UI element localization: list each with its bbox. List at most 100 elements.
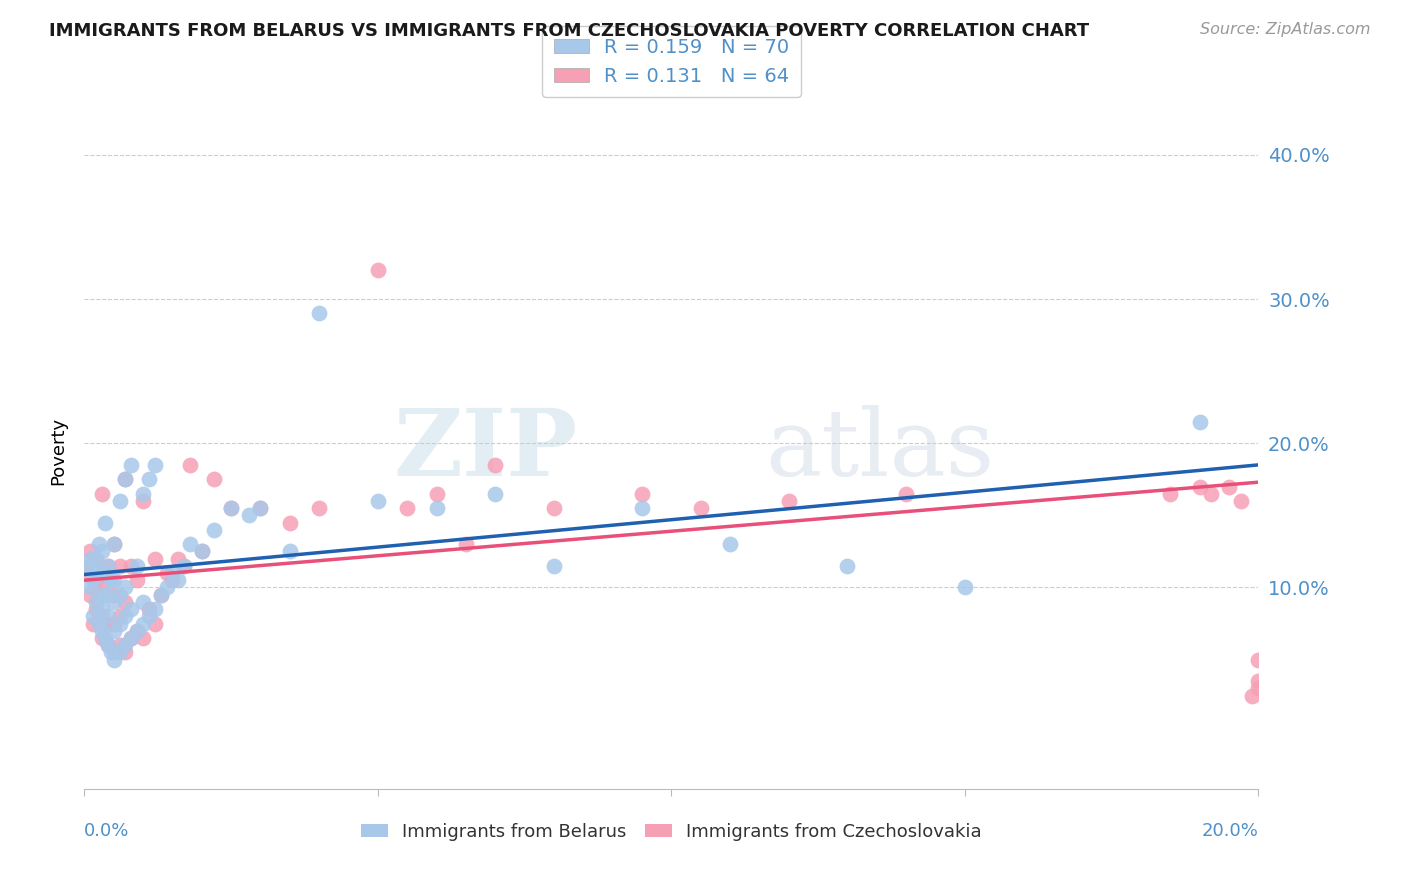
Legend: Immigrants from Belarus, Immigrants from Czechoslovakia: Immigrants from Belarus, Immigrants from… — [353, 816, 990, 848]
Point — [84, 566, 107, 580]
Point — [103, 574, 125, 588]
Point — [97, 558, 120, 573]
Point — [367, 263, 389, 277]
Point — [97, 638, 120, 652]
Point — [132, 595, 155, 609]
Point — [543, 558, 565, 573]
Point — [167, 551, 190, 566]
Point — [94, 631, 117, 645]
Point — [1229, 494, 1251, 508]
Point — [91, 566, 114, 580]
Point — [219, 501, 242, 516]
Point — [114, 638, 136, 652]
Point — [162, 566, 184, 580]
Point — [155, 581, 177, 595]
Point — [120, 631, 142, 645]
Point — [103, 595, 125, 609]
Point — [114, 645, 136, 659]
Point — [120, 631, 142, 645]
Text: ZIP: ZIP — [394, 406, 578, 495]
Point — [278, 516, 301, 530]
Y-axis label: Poverty: Poverty — [49, 417, 67, 484]
Point — [84, 551, 107, 566]
Point — [143, 458, 166, 472]
Point — [778, 494, 800, 508]
Point — [97, 558, 120, 573]
Point — [173, 558, 195, 573]
Point — [94, 516, 117, 530]
Point — [84, 602, 107, 616]
Point — [718, 537, 741, 551]
Point — [100, 574, 122, 588]
Point — [1218, 479, 1240, 493]
Point — [249, 501, 271, 516]
Point — [91, 588, 114, 602]
Point — [308, 501, 330, 516]
Point — [103, 624, 125, 638]
Point — [1188, 479, 1211, 493]
Point — [179, 537, 201, 551]
Point — [103, 537, 125, 551]
Point — [108, 558, 131, 573]
Point — [127, 558, 149, 573]
Point — [484, 458, 506, 472]
Point — [132, 616, 155, 631]
Point — [1159, 487, 1181, 501]
Point — [426, 501, 449, 516]
Point — [76, 558, 98, 573]
Point — [91, 609, 114, 624]
Point — [238, 508, 260, 523]
Point — [1247, 681, 1270, 696]
Point — [396, 501, 419, 516]
Point — [191, 544, 214, 558]
Point — [114, 595, 136, 609]
Point — [631, 487, 654, 501]
Point — [108, 588, 131, 602]
Point — [91, 544, 114, 558]
Point — [97, 588, 120, 602]
Point — [91, 624, 114, 638]
Point — [79, 544, 101, 558]
Point — [120, 558, 142, 573]
Point — [484, 487, 506, 501]
Point — [108, 616, 131, 631]
Point — [82, 609, 104, 624]
Text: Source: ZipAtlas.com: Source: ZipAtlas.com — [1201, 22, 1371, 37]
Point — [308, 306, 330, 320]
Point — [79, 551, 101, 566]
Point — [108, 609, 131, 624]
Point — [103, 652, 125, 666]
Point — [127, 574, 149, 588]
Point — [79, 581, 101, 595]
Point — [84, 595, 107, 609]
Text: IMMIGRANTS FROM BELARUS VS IMMIGRANTS FROM CZECHOSLOVAKIA POVERTY CORRELATION CH: IMMIGRANTS FROM BELARUS VS IMMIGRANTS FR… — [49, 22, 1090, 40]
Point — [896, 487, 918, 501]
Point — [103, 645, 125, 659]
Point — [114, 581, 136, 595]
Point — [138, 609, 160, 624]
Point — [1241, 689, 1264, 703]
Point — [108, 494, 131, 508]
Point — [249, 501, 271, 516]
Point — [87, 537, 110, 551]
Point — [149, 588, 172, 602]
Point — [114, 472, 136, 486]
Point — [108, 645, 131, 659]
Point — [367, 494, 389, 508]
Text: 0.0%: 0.0% — [84, 822, 129, 840]
Point — [162, 574, 184, 588]
Point — [120, 602, 142, 616]
Point — [149, 588, 172, 602]
Point — [76, 566, 98, 580]
Point — [426, 487, 449, 501]
Point — [79, 588, 101, 602]
Point — [97, 609, 120, 624]
Point — [143, 602, 166, 616]
Point — [132, 487, 155, 501]
Point — [1188, 415, 1211, 429]
Point — [143, 551, 166, 566]
Point — [91, 487, 114, 501]
Point — [82, 616, 104, 631]
Point — [1201, 487, 1223, 501]
Point — [167, 574, 190, 588]
